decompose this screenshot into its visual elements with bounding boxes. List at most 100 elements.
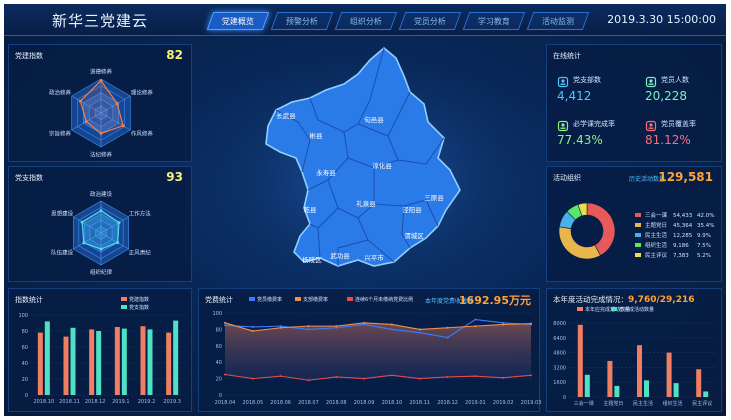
activity-legend-pct: 5.2% (697, 253, 711, 259)
app-title: 新华三党建云 (52, 12, 149, 30)
y-tick-label: 100 (212, 311, 222, 317)
tab-0[interactable]: 党建概览 (206, 12, 270, 30)
series-point (224, 373, 226, 376)
series-point (307, 379, 310, 382)
radar-spoke (73, 216, 102, 234)
completion-title-row: 本年度活动完成情况：9,760/29,216 (553, 294, 695, 305)
map-region-label: 旬邑县 (364, 115, 384, 124)
activity-legend-count: 7,383 (673, 253, 689, 259)
stat-value: 20,228 (645, 89, 687, 103)
y-tick-label: 40 (216, 360, 222, 366)
series-point (335, 325, 338, 328)
chart-legend-label: 党支指数 (129, 304, 149, 311)
stat-label: 必学课完成率 (573, 120, 615, 128)
x-tick-label: 2019.3 (163, 399, 181, 405)
activity-legend-name: 组织生活 (645, 241, 668, 249)
party-index-title: 党建指数 (15, 52, 43, 60)
radar-axis-label: 政治建设 (90, 190, 113, 198)
series-point (446, 336, 449, 339)
map-county-border (317, 227, 321, 259)
map-outline[interactable] (265, 46, 461, 267)
map-county-border (387, 135, 445, 165)
org-chart-icon (557, 73, 569, 88)
tab-3[interactable]: 党员分析 (398, 12, 462, 30)
chart-legend-label: 本年应完成活动数量 (585, 306, 630, 313)
bar-1 (96, 331, 102, 395)
radar-axis-label: 宗旨修养 (49, 130, 72, 138)
activity-legend-pct: 7.5% (697, 243, 711, 249)
y-tick-label: 4800 (553, 351, 566, 357)
series-point (390, 374, 393, 377)
tab-label: 组织分析 (350, 16, 382, 26)
map-region-label: 渭城区 (404, 231, 424, 240)
dues-stats-panel: 党费统计 本年度党费收缴额 1692.95万元 0 20 40 60 80 100 2018… (198, 288, 541, 412)
series-line-1 (224, 322, 532, 332)
y-tick-label: 40 (22, 361, 28, 367)
tab-5[interactable]: 活动监测 (526, 12, 590, 30)
tab-2[interactable]: 组织分析 (334, 12, 398, 30)
radar-point (80, 220, 84, 224)
governance-index-title: 党支指数 (15, 174, 43, 182)
legend-swatch (635, 243, 641, 247)
stat-value: 77.43% (557, 133, 603, 147)
map-region-label: 三原县 (424, 194, 444, 202)
bar-0 (37, 332, 43, 395)
bar-0 (63, 336, 69, 395)
radar-axis-label: 道德修养 (90, 68, 113, 76)
chart-legend-label: 连续6个月未缴纳党费比例 (355, 296, 413, 303)
series-point (363, 323, 366, 326)
tab-4[interactable]: 学习教育 (462, 12, 526, 30)
y-tick-label: 80 (216, 327, 222, 333)
bar-1 (703, 391, 709, 397)
radar-point (99, 131, 103, 135)
governance-index-panel: 党支指数 93 政治建设 工作方法 正风肃纪 组织纪律 队伍建设 思想建设 (8, 166, 192, 282)
bar-0 (166, 332, 172, 395)
activity-legend-name: 主题党日 (645, 221, 667, 229)
radar-point (82, 241, 86, 245)
series-point (279, 326, 282, 329)
tab-label: 预警分析 (286, 16, 318, 26)
tab-label: 党员分析 (414, 16, 446, 26)
series-line-2 (224, 373, 532, 381)
activity-donut-chart: 三会一课 54,433 42.0% 主题党日 45,364 35.4% 民主生活 12,285… (558, 202, 714, 260)
series-point (418, 331, 421, 334)
x-tick-label: 2019.2 (138, 399, 156, 405)
legend-swatch (295, 297, 301, 301)
radar-spoke (71, 95, 102, 114)
completion-panel: 本年度活动完成情况：9,760/29,216 0 1600 3200 4800 6400… (546, 288, 722, 412)
legend-swatch (611, 307, 617, 311)
completion-value: 9,760/29,216 (628, 295, 695, 305)
legend-swatch (635, 253, 641, 257)
radar-point (121, 124, 125, 128)
x-tick-label: 民主生活 (633, 400, 653, 407)
legend-swatch (577, 307, 583, 311)
radar-axis-label: 思想建设 (51, 209, 74, 217)
series-point (307, 328, 310, 331)
y-tick-label: 1600 (553, 380, 566, 386)
x-tick-label: 2018.10 (33, 399, 54, 405)
y-tick-label: 60 (216, 344, 222, 350)
tab-1[interactable]: 预警分析 (270, 12, 334, 30)
legend-swatch (635, 213, 641, 217)
radar-axis-label: 工作方法 (129, 209, 152, 217)
series-point (251, 325, 254, 328)
x-tick-label: 民主评议 (692, 400, 712, 407)
governance-index-score: 93 (166, 170, 183, 184)
activity-legend-count: 9,186 (673, 243, 689, 249)
y-tick-label: 3200 (553, 365, 566, 371)
radar-axis-label: 政治修养 (49, 88, 72, 96)
bar-0 (637, 345, 642, 397)
y-tick-label: 80 (22, 329, 28, 335)
x-tick-label: 2018.07 (298, 400, 319, 406)
legend-swatch (121, 297, 127, 301)
x-tick-label: 组织生活 (663, 400, 683, 407)
dashboard-screen: 新华三党建云 党建概览 预警分析 组织分析 党员分析 学习教育 活动监测 2019.3.3… (4, 4, 726, 416)
series-point (418, 328, 421, 331)
x-tick-label: 2019.1 (112, 399, 130, 405)
x-tick-label: 2018.11 (59, 399, 80, 405)
map-county-border (401, 205, 411, 249)
series-point (390, 323, 393, 326)
series-point (446, 375, 449, 378)
map-county-border (309, 47, 385, 133)
